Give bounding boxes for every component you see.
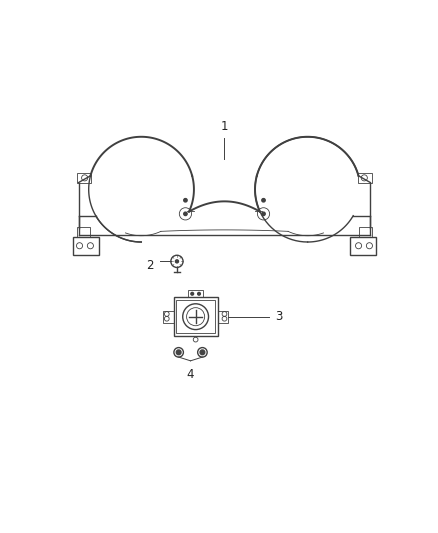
Circle shape	[191, 293, 194, 295]
Text: 4: 4	[187, 368, 194, 381]
Bar	[359, 228, 372, 237]
Circle shape	[262, 199, 265, 202]
Bar	[176, 300, 215, 334]
Circle shape	[176, 260, 178, 263]
Bar	[173, 297, 218, 336]
Bar	[77, 228, 90, 237]
Circle shape	[198, 293, 200, 295]
Bar	[163, 311, 173, 323]
Circle shape	[200, 350, 205, 354]
Bar	[77, 173, 91, 183]
Bar	[218, 311, 228, 323]
Bar	[350, 237, 375, 255]
Text: 1: 1	[221, 120, 228, 133]
Circle shape	[184, 199, 187, 202]
Bar	[74, 237, 99, 255]
Circle shape	[262, 212, 265, 215]
Text: 2: 2	[146, 259, 153, 272]
Bar	[358, 173, 372, 183]
Bar	[188, 290, 203, 297]
Circle shape	[184, 212, 187, 215]
Circle shape	[176, 350, 181, 354]
Text: 3: 3	[276, 310, 283, 322]
